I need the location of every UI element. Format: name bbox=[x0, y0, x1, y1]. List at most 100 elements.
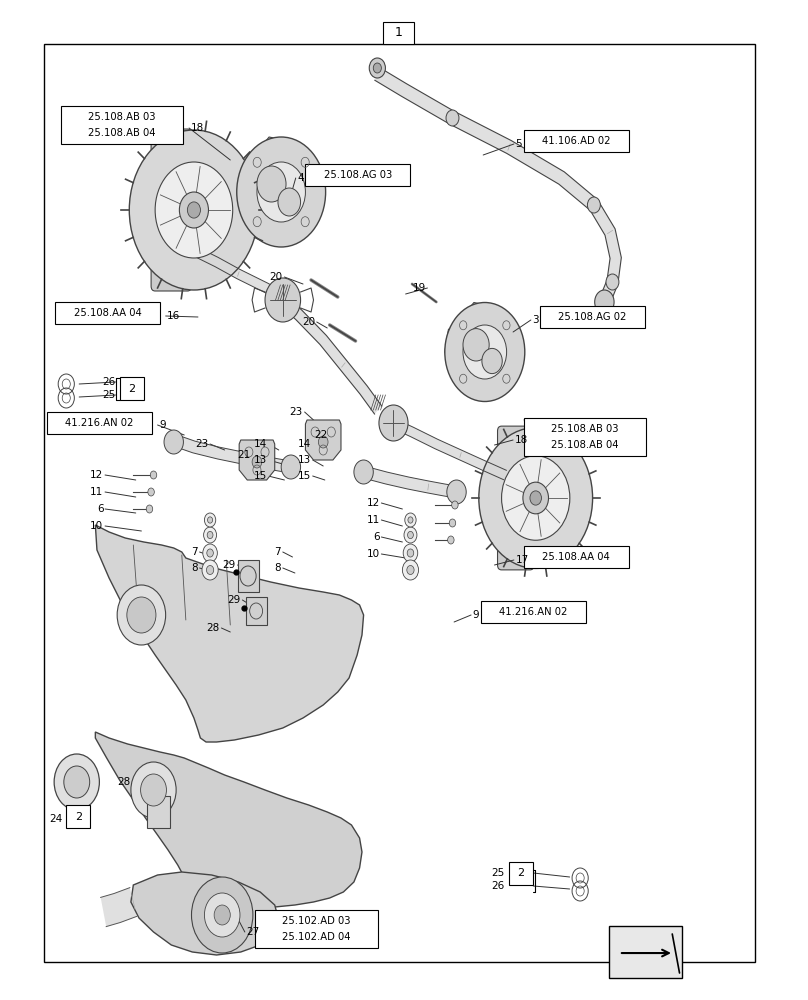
Text: 11: 11 bbox=[367, 515, 380, 525]
FancyBboxPatch shape bbox=[498, 426, 534, 570]
Bar bbox=[55, 302, 160, 324]
Text: 23: 23 bbox=[196, 439, 208, 449]
Text: 13: 13 bbox=[254, 455, 267, 465]
Circle shape bbox=[447, 480, 466, 504]
Circle shape bbox=[146, 505, 153, 513]
Circle shape bbox=[278, 188, 301, 216]
Polygon shape bbox=[237, 137, 322, 242]
Text: 1: 1 bbox=[394, 26, 402, 39]
Text: 7: 7 bbox=[191, 547, 198, 557]
Text: 27: 27 bbox=[246, 927, 259, 937]
Circle shape bbox=[203, 544, 217, 562]
Bar bbox=[120, 377, 144, 400]
Text: 41.216.AN 02: 41.216.AN 02 bbox=[65, 418, 133, 428]
Circle shape bbox=[406, 566, 415, 574]
Circle shape bbox=[523, 482, 549, 514]
Text: 12: 12 bbox=[90, 470, 103, 480]
Circle shape bbox=[407, 531, 414, 539]
Text: 2: 2 bbox=[518, 868, 524, 879]
Circle shape bbox=[54, 754, 99, 810]
Text: 5: 5 bbox=[516, 139, 522, 149]
Bar bbox=[524, 418, 646, 456]
Text: 2: 2 bbox=[75, 812, 82, 822]
Circle shape bbox=[117, 585, 166, 645]
Text: 25.108.AG 03: 25.108.AG 03 bbox=[324, 170, 392, 180]
Circle shape bbox=[127, 597, 156, 633]
Circle shape bbox=[407, 549, 414, 557]
Text: 25.108.AB 03: 25.108.AB 03 bbox=[88, 112, 156, 122]
Text: 25.102.AD 04: 25.102.AD 04 bbox=[283, 932, 351, 942]
Circle shape bbox=[214, 905, 230, 925]
Circle shape bbox=[204, 893, 240, 937]
Circle shape bbox=[318, 436, 328, 448]
Text: 20: 20 bbox=[302, 317, 315, 327]
Circle shape bbox=[444, 302, 525, 401]
Circle shape bbox=[155, 162, 233, 258]
Circle shape bbox=[404, 527, 417, 543]
Circle shape bbox=[446, 110, 459, 126]
Polygon shape bbox=[95, 732, 362, 908]
Circle shape bbox=[606, 274, 619, 290]
Circle shape bbox=[148, 488, 154, 496]
Bar bbox=[255, 910, 378, 948]
Circle shape bbox=[131, 762, 176, 818]
Circle shape bbox=[202, 560, 218, 580]
Text: 20: 20 bbox=[270, 272, 283, 282]
Text: 41.106.AD 02: 41.106.AD 02 bbox=[542, 136, 610, 146]
Text: 25.108.AB 04: 25.108.AB 04 bbox=[551, 440, 619, 450]
Circle shape bbox=[587, 197, 600, 213]
Bar bbox=[238, 560, 259, 592]
Polygon shape bbox=[172, 434, 292, 473]
Bar bbox=[509, 862, 533, 885]
Circle shape bbox=[141, 774, 166, 806]
Circle shape bbox=[463, 329, 489, 361]
Bar bbox=[44, 44, 755, 962]
Circle shape bbox=[449, 519, 456, 527]
FancyBboxPatch shape bbox=[151, 129, 191, 291]
Circle shape bbox=[252, 456, 262, 468]
Polygon shape bbox=[363, 466, 457, 498]
Bar bbox=[609, 926, 682, 978]
Bar bbox=[305, 164, 410, 186]
Circle shape bbox=[403, 544, 418, 562]
Circle shape bbox=[405, 513, 416, 527]
Polygon shape bbox=[131, 872, 279, 955]
Bar bbox=[66, 805, 90, 828]
Circle shape bbox=[207, 566, 213, 574]
Circle shape bbox=[204, 527, 217, 543]
Circle shape bbox=[237, 137, 326, 247]
Polygon shape bbox=[305, 420, 341, 460]
Text: 10: 10 bbox=[367, 549, 380, 559]
Text: 22: 22 bbox=[314, 430, 327, 440]
Text: 25.108.AA 04: 25.108.AA 04 bbox=[542, 552, 610, 562]
Polygon shape bbox=[168, 233, 280, 300]
Circle shape bbox=[207, 531, 213, 539]
Circle shape bbox=[281, 455, 301, 479]
Circle shape bbox=[64, 766, 90, 798]
Text: 8: 8 bbox=[275, 563, 281, 573]
Text: 6: 6 bbox=[373, 532, 380, 542]
Text: 25.108.AA 04: 25.108.AA 04 bbox=[74, 308, 141, 318]
Text: 7: 7 bbox=[275, 547, 281, 557]
Bar bbox=[524, 130, 629, 152]
Text: 25: 25 bbox=[103, 390, 116, 400]
Text: 29: 29 bbox=[223, 560, 236, 570]
Circle shape bbox=[265, 278, 301, 322]
Text: 19: 19 bbox=[413, 283, 426, 293]
Bar bbox=[540, 306, 645, 328]
Circle shape bbox=[187, 202, 200, 218]
Circle shape bbox=[502, 456, 570, 540]
Polygon shape bbox=[239, 440, 275, 480]
Text: 8: 8 bbox=[191, 563, 198, 573]
Polygon shape bbox=[375, 68, 621, 305]
Polygon shape bbox=[280, 295, 381, 414]
Circle shape bbox=[257, 162, 305, 222]
Text: 6: 6 bbox=[97, 504, 103, 514]
Bar bbox=[246, 597, 267, 625]
Circle shape bbox=[373, 63, 381, 73]
Circle shape bbox=[369, 58, 385, 78]
Text: 9: 9 bbox=[473, 610, 479, 620]
Text: 28: 28 bbox=[207, 623, 220, 633]
Text: 15: 15 bbox=[254, 471, 267, 481]
Bar bbox=[524, 546, 629, 568]
